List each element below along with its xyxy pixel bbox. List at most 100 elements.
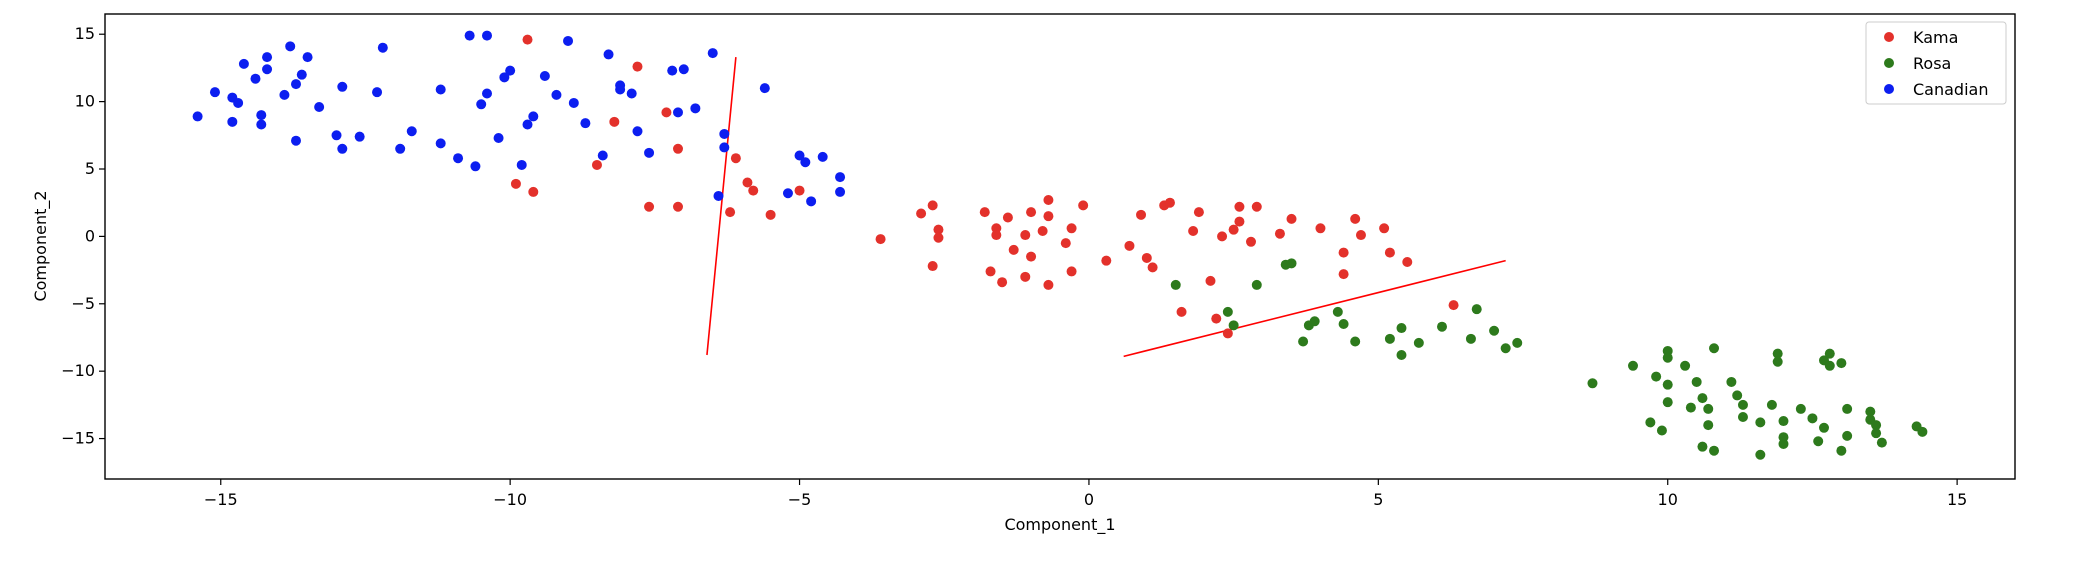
point-canadian <box>806 196 817 207</box>
point-rosa <box>1384 333 1395 344</box>
point-canadian <box>233 97 244 108</box>
point-canadian <box>337 143 348 154</box>
point-kama <box>1147 262 1158 273</box>
point-rosa <box>1865 406 1876 417</box>
point-kama <box>1136 209 1147 220</box>
point-kama <box>1402 257 1413 267</box>
point-kama <box>522 34 533 45</box>
y-tick-label: −10 <box>61 361 95 380</box>
point-canadian <box>568 97 579 108</box>
point-rosa <box>1836 358 1847 369</box>
point-canadian <box>626 88 637 99</box>
point-canadian <box>482 30 492 41</box>
point-rosa <box>1732 390 1743 401</box>
y-tick-label: 0 <box>85 226 95 245</box>
x-tick-label: −5 <box>788 490 812 509</box>
point-canadian <box>279 89 290 100</box>
point-rosa <box>1662 352 1673 363</box>
point-rosa <box>1807 413 1818 424</box>
legend-box <box>1865 21 2007 105</box>
point-canadian <box>690 103 701 114</box>
point-kama <box>1234 201 1245 212</box>
point-kama <box>997 277 1008 288</box>
point-rosa <box>1917 426 1928 437</box>
point-canadian <box>759 83 770 94</box>
point-kama <box>644 201 655 212</box>
point-canadian <box>719 128 730 139</box>
point-kama <box>1246 236 1256 247</box>
point-canadian <box>528 111 539 122</box>
point-rosa <box>1298 336 1309 347</box>
point-kama <box>875 234 886 245</box>
points-layer <box>192 30 1928 460</box>
point-rosa <box>1587 378 1598 389</box>
point-rosa <box>1350 336 1361 347</box>
point-rosa <box>1772 348 1783 359</box>
legend-marker-kama <box>1884 32 1894 42</box>
point-kama <box>609 116 620 127</box>
point-kama <box>1043 211 1054 222</box>
y-tick-label: 5 <box>85 159 95 178</box>
point-kama <box>933 232 944 243</box>
point-kama <box>1205 275 1216 286</box>
point-canadian <box>354 131 365 142</box>
point-kama <box>748 185 759 196</box>
point-kama <box>742 177 753 188</box>
point-rosa <box>1755 417 1766 428</box>
point-canadian <box>291 79 301 90</box>
point-rosa <box>1842 403 1853 414</box>
point-canadian <box>470 161 481 172</box>
point-rosa <box>1685 402 1696 413</box>
point-rosa <box>1703 403 1714 414</box>
point-rosa <box>1338 319 1349 329</box>
point-canadian <box>580 118 591 129</box>
x-tick-label: −10 <box>493 490 527 509</box>
point-rosa <box>1465 333 1476 344</box>
point-canadian <box>817 151 828 162</box>
point-rosa <box>1332 306 1343 317</box>
point-rosa <box>1737 412 1748 422</box>
point-canadian <box>505 65 516 76</box>
point-kama <box>1066 223 1077 234</box>
y-axis-title: Component_2 <box>31 190 51 301</box>
point-rosa <box>1651 371 1662 382</box>
point-rosa <box>1170 279 1181 290</box>
point-kama <box>1338 269 1349 280</box>
point-canadian <box>291 135 301 146</box>
point-rosa <box>1709 445 1720 456</box>
point-kama <box>632 61 643 72</box>
y-axis: −15 −10 −5 0 5 10 15 <box>61 24 105 448</box>
point-rosa <box>1842 430 1853 441</box>
point-kama <box>1234 216 1245 227</box>
point-rosa <box>1778 416 1789 427</box>
x-axis: −15 −10 −5 0 5 10 15 <box>204 479 1967 509</box>
point-kama <box>1002 212 1013 223</box>
point-rosa <box>1680 360 1691 371</box>
point-canadian <box>256 119 267 130</box>
point-rosa <box>1871 420 1882 431</box>
point-canadian <box>493 133 504 143</box>
point-canadian <box>644 147 655 158</box>
point-rosa <box>1413 337 1424 348</box>
point-canadian <box>314 102 325 112</box>
point-rosa <box>1471 304 1482 315</box>
point-kama <box>661 107 672 118</box>
point-rosa <box>1489 325 1500 336</box>
point-kama <box>927 200 938 211</box>
point-canadian <box>377 42 388 53</box>
point-kama <box>1350 213 1361 224</box>
point-kama <box>1315 223 1326 234</box>
point-rosa <box>1251 279 1262 290</box>
point-rosa <box>1662 379 1673 390</box>
point-kama <box>1020 271 1031 282</box>
point-kama <box>673 143 683 154</box>
point-canadian <box>597 150 608 161</box>
x-tick-label: 0 <box>1084 490 1094 509</box>
point-kama <box>591 159 602 170</box>
point-rosa <box>1813 436 1824 447</box>
point-kama <box>1043 195 1054 205</box>
point-kama <box>1164 197 1175 208</box>
point-canadian <box>262 64 273 75</box>
point-kama <box>1026 207 1037 218</box>
point-canadian <box>713 190 724 201</box>
